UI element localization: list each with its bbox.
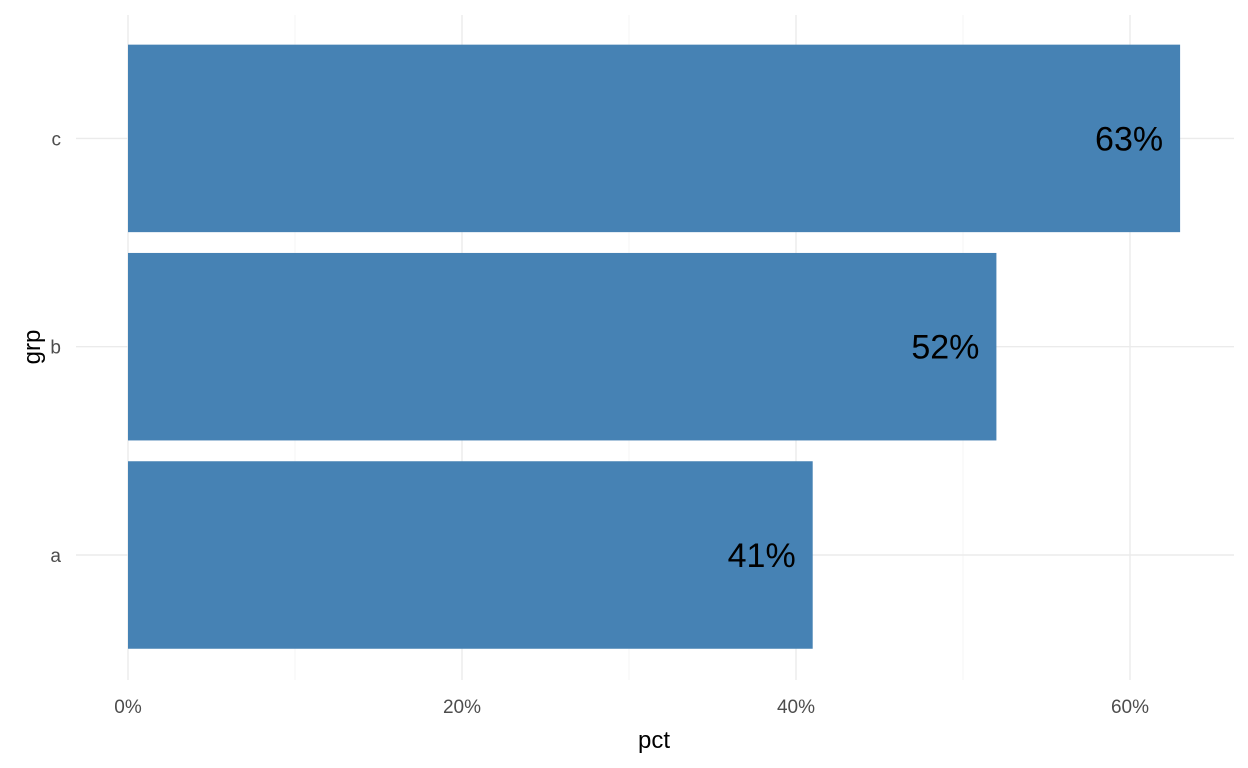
bar-value-labels: 41% 52% 63% bbox=[728, 120, 1163, 575]
x-tick-label: 40% bbox=[777, 697, 815, 718]
bar-b bbox=[128, 252, 997, 441]
bar-a bbox=[128, 461, 813, 649]
x-tick-label: 60% bbox=[1111, 697, 1149, 718]
x-tick-label: 20% bbox=[443, 697, 481, 718]
y-axis-ticks: a b c bbox=[50, 129, 61, 567]
y-tick-label-c: c bbox=[52, 129, 62, 150]
y-tick-label-a: a bbox=[50, 546, 61, 567]
bar-label-a: 41% bbox=[728, 537, 796, 575]
y-axis-title: grp bbox=[19, 330, 46, 365]
x-axis-title: pct bbox=[638, 727, 670, 754]
bar-label-c: 63% bbox=[1095, 120, 1163, 158]
x-tick-label: 0% bbox=[114, 697, 142, 718]
x-axis-ticks: 0% 20% 40% 60% bbox=[114, 697, 1149, 718]
bar-label-b: 52% bbox=[911, 329, 979, 367]
bar-c bbox=[128, 44, 1181, 233]
bars bbox=[128, 44, 1181, 649]
y-tick-label-b: b bbox=[50, 338, 61, 359]
